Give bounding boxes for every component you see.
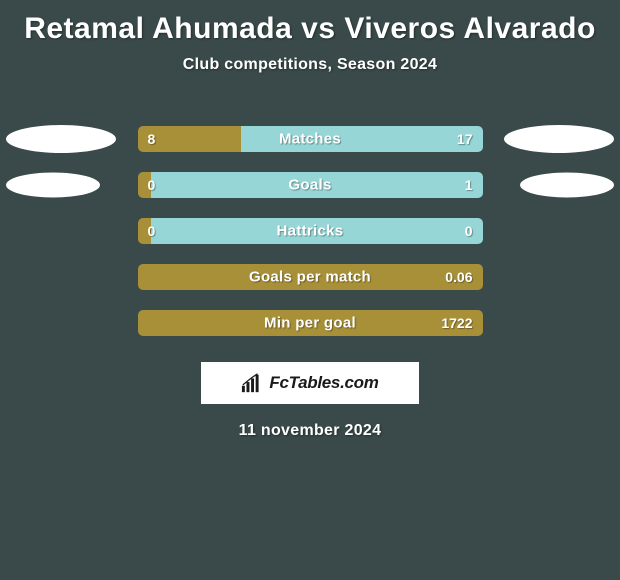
stat-label: Matches — [279, 131, 341, 148]
stat-row: Min per goal 1722 — [0, 300, 620, 346]
chart-bars-icon — [241, 373, 263, 393]
bar-track: Goals 0 1 — [138, 172, 483, 198]
subtitle: Club competitions, Season 2024 — [0, 56, 620, 74]
stat-value-left: 0 — [148, 223, 156, 239]
stat-value-right: 0 — [465, 223, 473, 239]
bar-right-segment — [241, 126, 483, 152]
stat-label: Goals — [288, 177, 331, 194]
player-ellipse-right — [520, 173, 614, 198]
stat-value-left: 0 — [148, 177, 156, 193]
stat-rows: Matches 8 17 Goals 0 1 Hattricks 0 0 Goals per ma… — [0, 116, 620, 346]
stat-label: Min per goal — [264, 315, 356, 332]
comparison-infographic: Retamal Ahumada vs Viveros Alvarado Club… — [0, 0, 620, 440]
stat-value-left: 8 — [148, 131, 156, 147]
player-ellipse-left — [6, 125, 116, 153]
player-ellipse-right — [504, 125, 614, 153]
date-text: 11 november 2024 — [0, 422, 620, 440]
bar-track: Goals per match 0.06 — [138, 264, 483, 290]
player-ellipse-left — [6, 173, 100, 198]
stat-row: Matches 8 17 — [0, 116, 620, 162]
bar-track: Matches 8 17 — [138, 126, 483, 152]
stat-row: Hattricks 0 0 — [0, 208, 620, 254]
bar-track: Min per goal 1722 — [138, 310, 483, 336]
stat-label: Goals per match — [249, 269, 371, 286]
page-title: Retamal Ahumada vs Viveros Alvarado — [0, 8, 620, 56]
stat-row: Goals per match 0.06 — [0, 254, 620, 300]
stat-value-right: 1 — [465, 177, 473, 193]
stat-label: Hattricks — [277, 223, 344, 240]
badge-text: FcTables.com — [269, 373, 378, 393]
stat-row: Goals 0 1 — [0, 162, 620, 208]
stat-value-right: 1722 — [441, 315, 472, 331]
bar-track: Hattricks 0 0 — [138, 218, 483, 244]
stat-value-right: 17 — [457, 131, 473, 147]
source-badge: FcTables.com — [201, 362, 419, 404]
stat-value-right: 0.06 — [445, 269, 472, 285]
